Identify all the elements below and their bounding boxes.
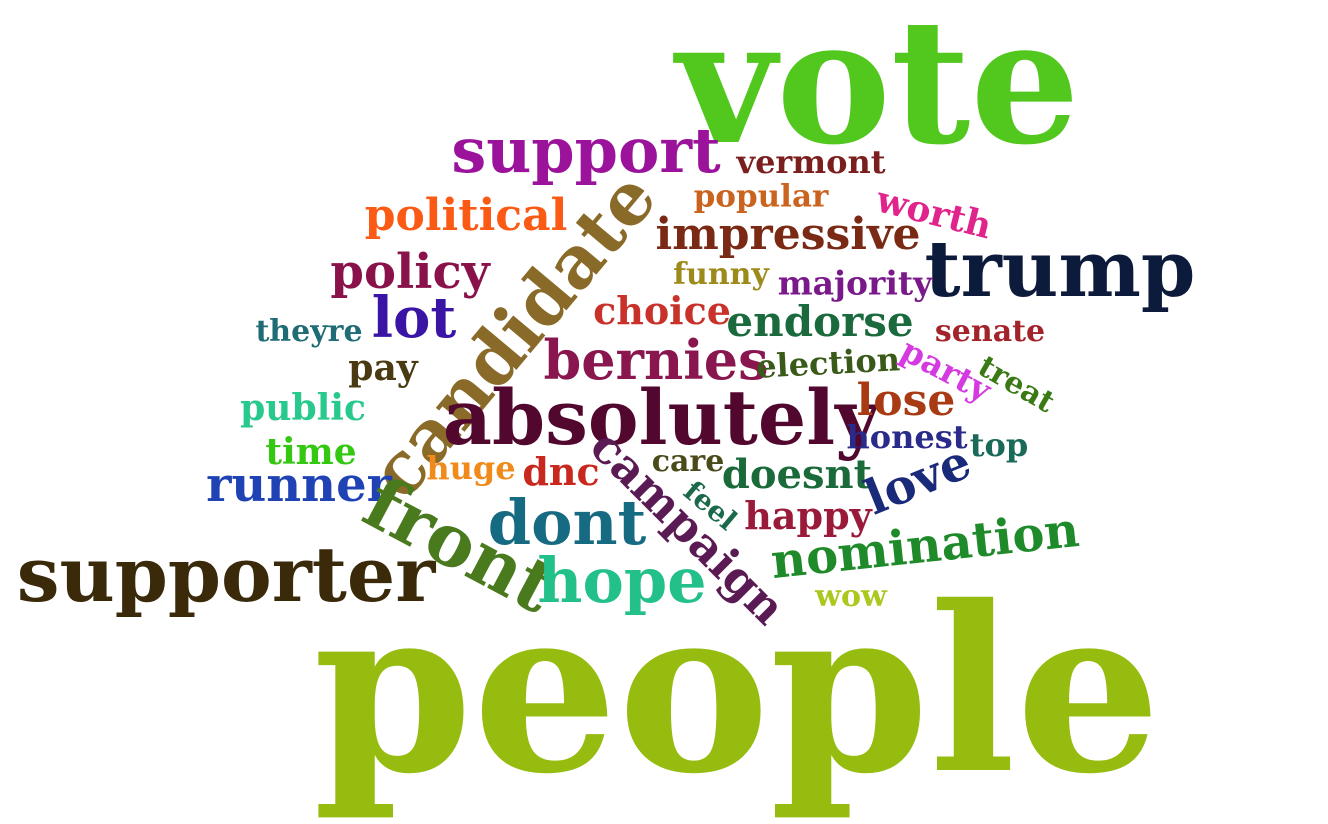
word-senate: senate	[934, 314, 1046, 349]
word-treat: treat	[971, 348, 1061, 421]
word-lose: lose	[856, 375, 956, 426]
word-huge: huge	[426, 449, 516, 487]
word-supporter: supporter	[16, 530, 436, 619]
word-people: people	[313, 556, 1161, 824]
word-lot: lot	[371, 285, 457, 351]
word-theyre: theyre	[255, 314, 363, 349]
word-pay: pay	[348, 347, 418, 389]
word-hope: hope	[537, 544, 707, 617]
word-public: public	[240, 387, 366, 429]
word-policy: policy	[330, 244, 490, 300]
word-honest: honest	[846, 418, 968, 456]
word-funny: funny	[673, 257, 769, 292]
word-trump: trump	[924, 224, 1196, 315]
word-care: care	[651, 444, 725, 479]
word-impressive: impressive	[655, 209, 921, 260]
word-runner: runner	[206, 457, 392, 513]
word-wow: wow	[815, 579, 887, 614]
word-time: time	[265, 431, 357, 473]
word-top: top	[969, 426, 1029, 464]
word-endorse: endorse	[726, 297, 914, 346]
word-majority: majority	[777, 263, 933, 303]
word-bernies: bernies	[543, 328, 769, 392]
word-choice: choice	[593, 288, 731, 333]
word-dont: dont	[487, 486, 647, 559]
word-doesnt: doesnt	[721, 451, 873, 498]
word-support: support	[451, 114, 721, 187]
word-happy: happy	[744, 493, 872, 538]
word-political: political	[364, 190, 568, 241]
word-vermont: vermont	[736, 143, 886, 181]
word-vote: vote	[676, 0, 1080, 183]
word-popular: popular	[693, 178, 829, 215]
word-dnc: dnc	[522, 449, 600, 494]
word-absolutely: absolutely	[442, 373, 880, 462]
